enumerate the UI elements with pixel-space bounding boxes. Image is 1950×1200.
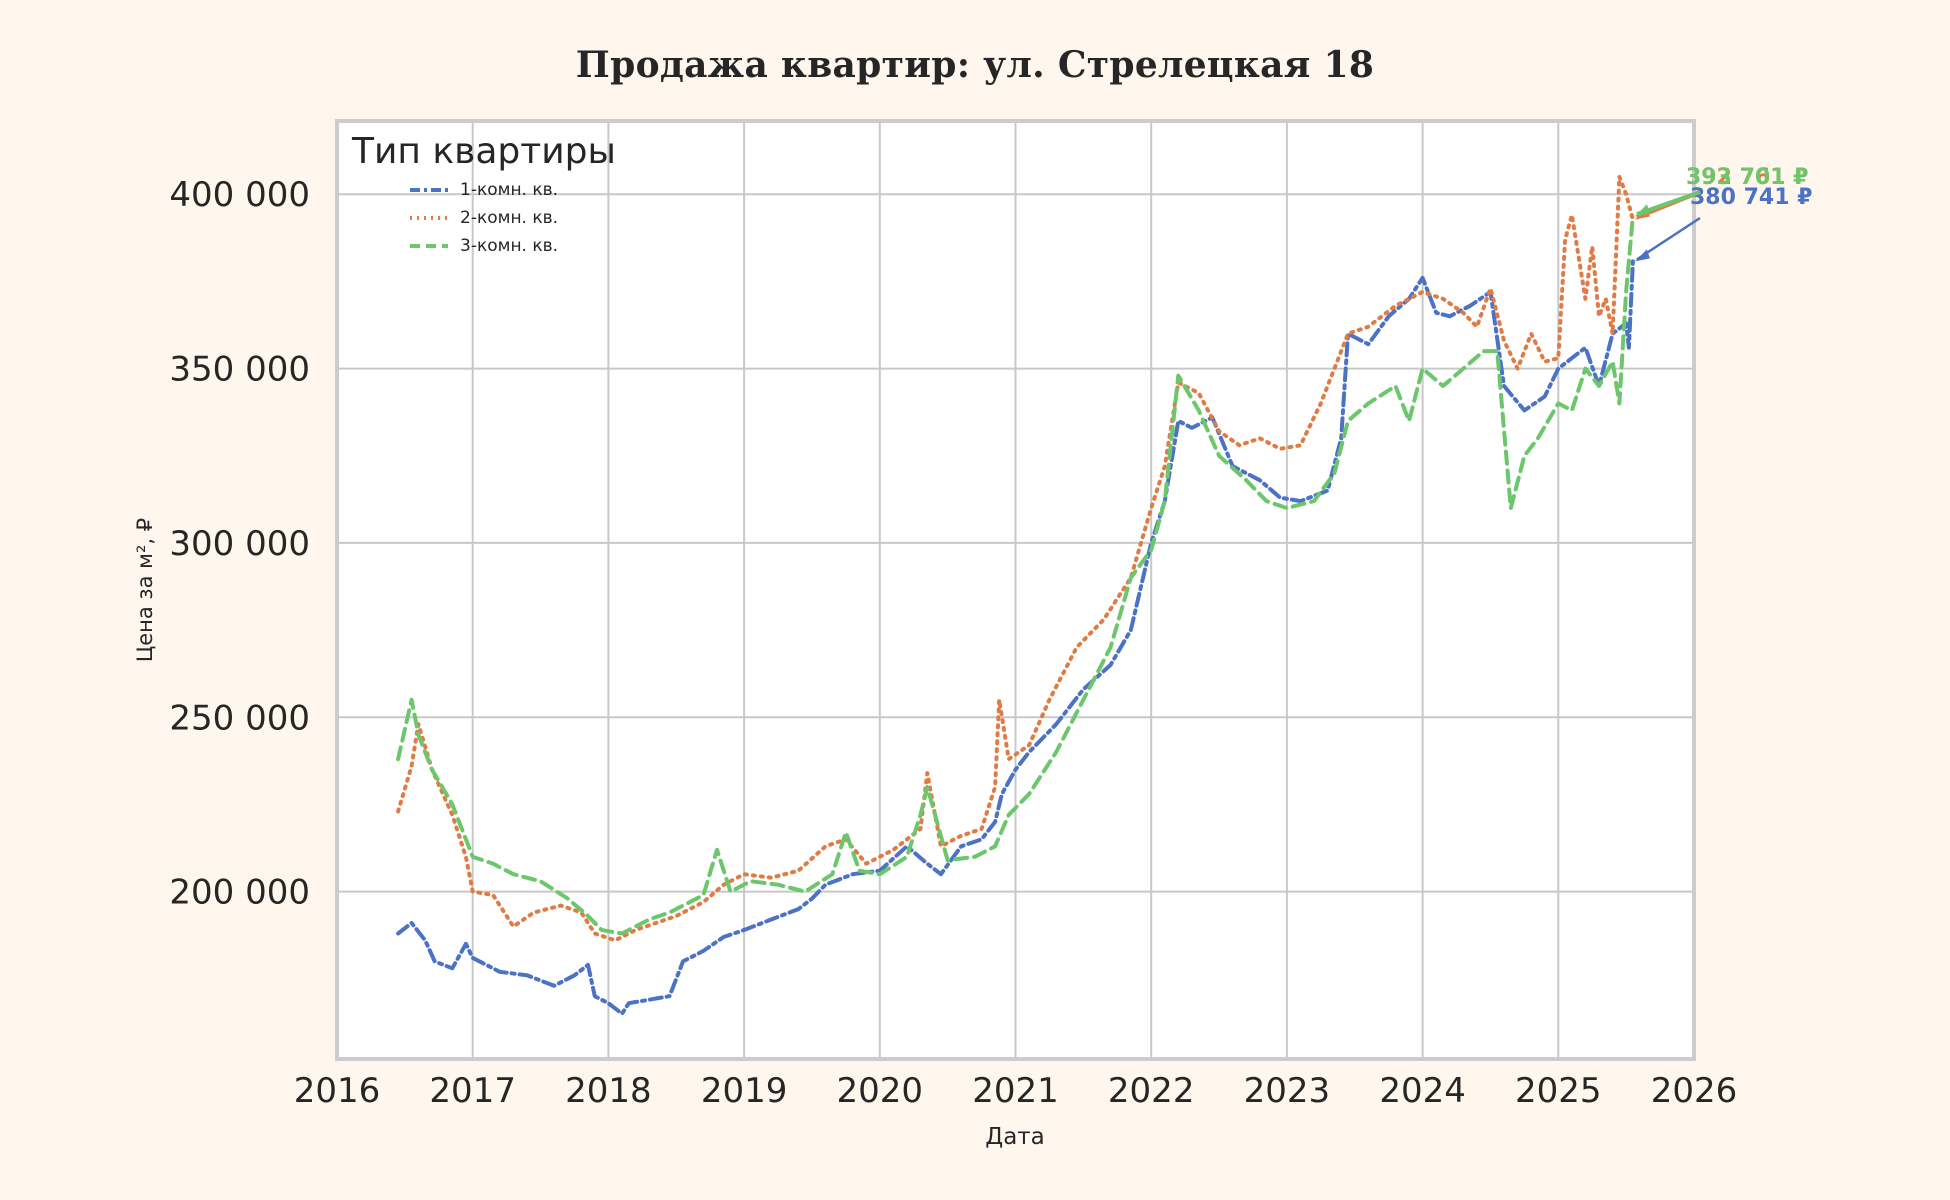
x-tick-label: 2025 bbox=[1515, 1071, 1602, 1111]
x-tick-label: 2018 bbox=[565, 1071, 652, 1111]
series-line bbox=[396, 259, 1635, 1016]
plot-frame bbox=[335, 119, 1696, 1061]
y-tick-label: 250 000 bbox=[169, 698, 310, 738]
x-tick-label: 2017 bbox=[429, 1071, 516, 1111]
series-line bbox=[396, 214, 1635, 936]
legend-item: 1-комн. кв. bbox=[352, 176, 616, 204]
legend-item: 3-комн. кв. bbox=[352, 232, 616, 260]
legend-swatch bbox=[410, 216, 448, 220]
y-tick-label: 200 000 bbox=[169, 873, 310, 913]
y-axis-label: Цена за м², ₽ bbox=[133, 517, 157, 663]
legend-label: 2-комн. кв. bbox=[460, 208, 559, 228]
legend-swatch bbox=[410, 188, 448, 192]
x-tick-label: 2016 bbox=[294, 1071, 381, 1111]
legend-label: 3-комн. кв. bbox=[460, 236, 559, 256]
series-line bbox=[396, 174, 1635, 943]
end-value-label: 393 701 ₽ bbox=[1686, 165, 1808, 190]
end-value-label: 380 741 ₽ bbox=[1690, 185, 1812, 210]
x-tick-label: 2021 bbox=[972, 1071, 1059, 1111]
x-tick-label: 2026 bbox=[1651, 1071, 1738, 1111]
end-arrowhead bbox=[1634, 249, 1650, 262]
x-tick-label: 2023 bbox=[1244, 1071, 1331, 1111]
end-arrowhead bbox=[1634, 204, 1650, 217]
y-tick-label: 400 000 bbox=[169, 175, 310, 215]
x-tick-label: 2022 bbox=[1108, 1071, 1195, 1111]
legend-label: 1-комн. кв. bbox=[460, 180, 559, 200]
end-value-label: 392 761 ₽ bbox=[1686, 165, 1808, 190]
y-tick-label: 350 000 bbox=[169, 350, 310, 390]
chart-title: Продажа квартир: ул. Стрелецкая 18 bbox=[575, 44, 1375, 86]
x-tick-label: 2019 bbox=[701, 1071, 788, 1111]
legend-title: Тип квартиры bbox=[352, 131, 616, 172]
x-tick-label: 2020 bbox=[837, 1071, 924, 1111]
x-axis-label: Дата bbox=[985, 1124, 1045, 1150]
y-tick-label: 300 000 bbox=[169, 524, 310, 564]
legend-item: 2-комн. кв. bbox=[352, 204, 616, 232]
x-tick-label: 2024 bbox=[1379, 1071, 1466, 1111]
legend-swatch bbox=[410, 244, 448, 248]
legend: Тип квартиры 1-комн. кв. 2-комн. кв. 3-к… bbox=[352, 128, 616, 260]
